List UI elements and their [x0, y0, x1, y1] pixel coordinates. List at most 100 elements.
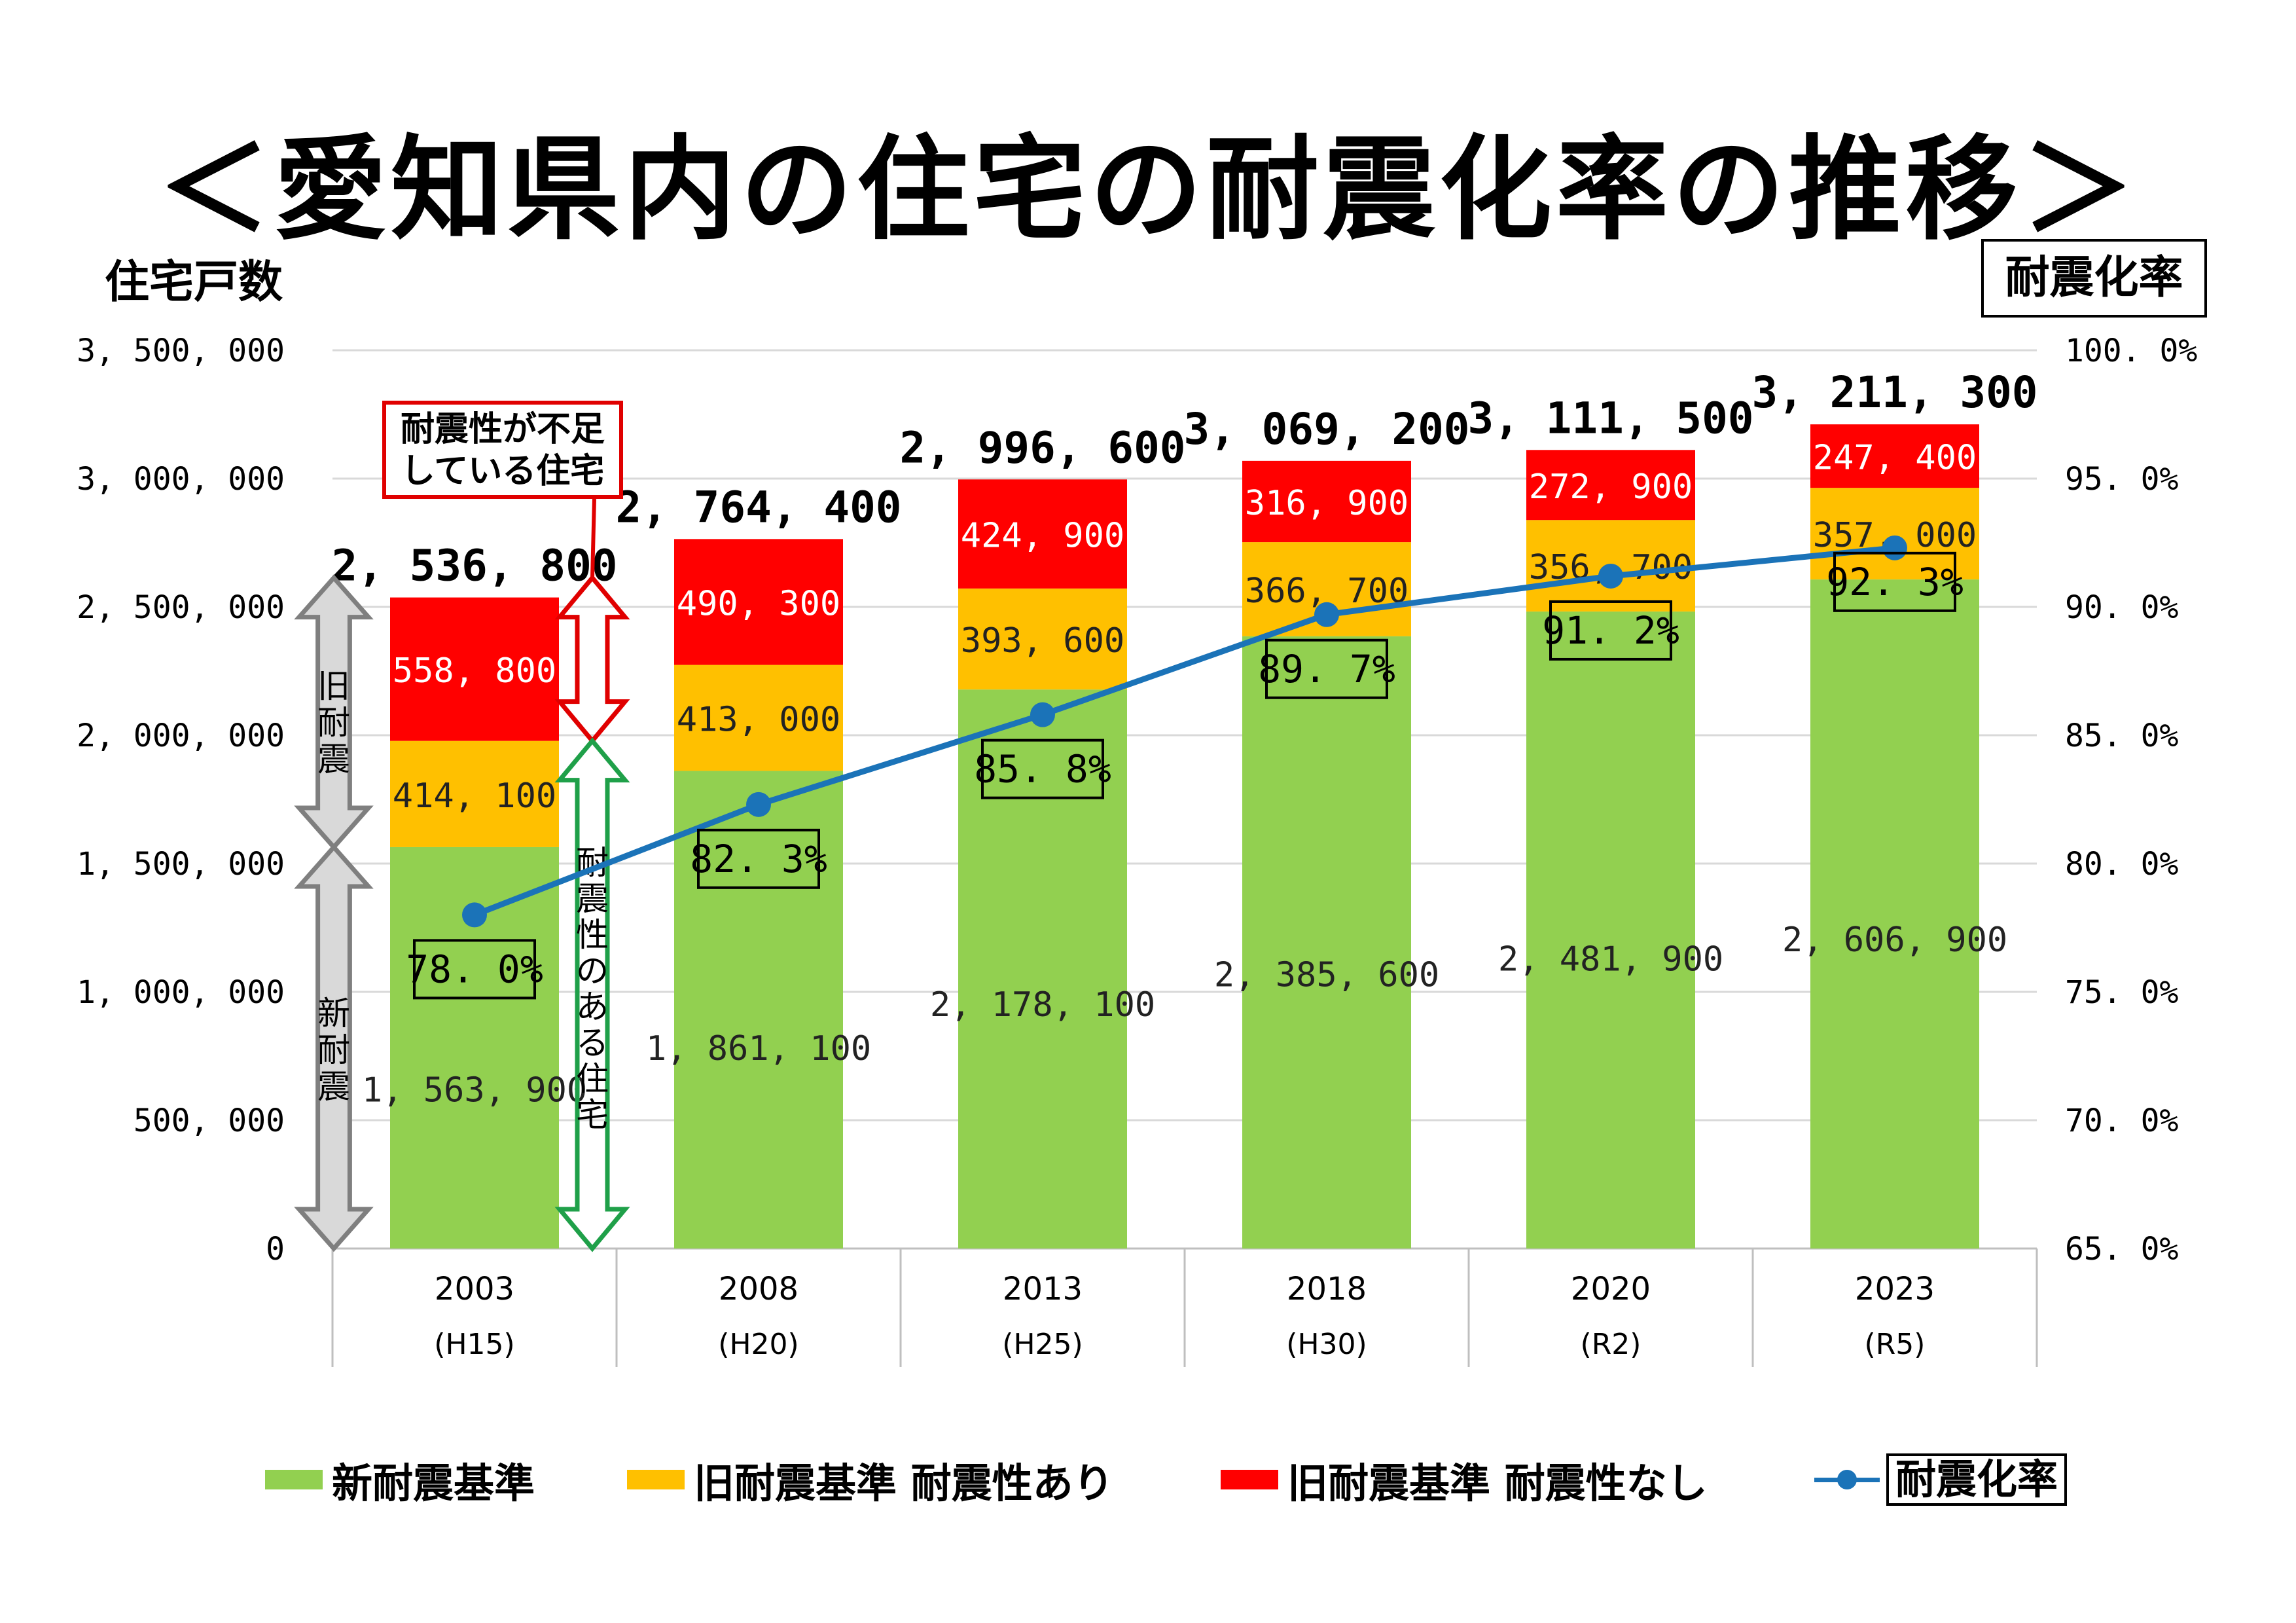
x-tick-label: 2003 [435, 1271, 514, 1307]
bar-segment-old-ng [1526, 450, 1695, 520]
x-tick-sublabel: (R2) [1581, 1328, 1641, 1361]
legend-label: 旧耐震基準 耐震性なし [1287, 1459, 1708, 1507]
y-right-tick-label: 65. 0% [2065, 1231, 2178, 1267]
y-left-tick-label: 0 [266, 1231, 285, 1267]
bar-total-label: 3, 069, 200 [1183, 404, 1469, 454]
y-left-tick-label: 3, 000, 000 [77, 461, 285, 498]
y-left-tick-label: 1, 500, 000 [77, 846, 285, 883]
label-new-standard: 新耐震 [317, 994, 350, 1106]
rate-label-box [1833, 551, 1956, 612]
bar-total-label: 3, 111, 500 [1467, 393, 1753, 443]
bar-total-label: 2, 536, 800 [331, 541, 617, 591]
legend-item-rate: 耐震化率 [1814, 1450, 2068, 1509]
arrow-insufficient [554, 574, 630, 745]
axis-frame [331, 1247, 2038, 1367]
arrow-seismic-ok [554, 737, 630, 1252]
legend-label: 新耐震基準 [332, 1459, 535, 1507]
rate-point [1030, 702, 1055, 727]
bar-value-label: 393, 600 [961, 621, 1124, 661]
rate-label-box [1265, 638, 1388, 699]
bar-value-label: 272, 900 [1529, 467, 1693, 507]
callout-line-1: 耐震性が不足 [400, 410, 605, 449]
bar-value-label: 1, 563, 900 [362, 1070, 587, 1110]
bar-segment-new [1242, 636, 1411, 1249]
x-tick-sublabel: (H30) [1286, 1328, 1367, 1361]
bar-segment-new [674, 771, 843, 1249]
legend-swatch-rate-line [1814, 1470, 1880, 1489]
bar-value-label: 2, 385, 600 [1214, 955, 1439, 994]
rate-point [746, 792, 771, 817]
y-left-tick-label: 2, 000, 000 [77, 718, 285, 754]
rate-line-layer: 78. 0% 82. 3% 85. 8% 89. 7% 91. 2% 92. 3% [406, 535, 1964, 1000]
bar-segment-old-ng [390, 597, 559, 741]
label-old-standard: 旧耐震 [317, 667, 350, 778]
y-right-tick-label: 85. 0% [2065, 718, 2178, 754]
rate-label-box [1549, 600, 1672, 661]
y-right-tick-label: 80. 0% [2065, 846, 2178, 883]
page-title: ＜愛知県内の住宅の耐震化率の推移＞ [158, 124, 2138, 255]
x-tick-sublabel: (H15) [434, 1328, 514, 1361]
bar-segment-old-ng [674, 539, 843, 665]
rate-point [1882, 535, 1907, 560]
y-left-tick-label: 1, 000, 000 [77, 974, 285, 1011]
bar-layer [390, 424, 1979, 1249]
legend-swatch-old-ok [627, 1470, 685, 1489]
y-left-tick-label: 2, 500, 000 [77, 589, 285, 626]
bar-segment-new [1526, 611, 1695, 1249]
bar-segment-new [1810, 579, 1979, 1249]
legend-label: 旧耐震基準 耐震性あり [694, 1459, 1114, 1507]
rate-point [462, 902, 487, 928]
rate-point [1314, 602, 1339, 627]
x-tick-label: 2023 [1855, 1271, 1935, 1307]
bar-value-label: 1, 861, 100 [646, 1029, 871, 1068]
legend-item-old-ng: 旧耐震基準 耐震性なし [1221, 1450, 1708, 1509]
bar-value-label: 490, 300 [677, 584, 840, 623]
x-tick-label: 2008 [719, 1271, 798, 1307]
bar-segment-old-ok [390, 740, 559, 847]
legend-swatch-old-ng [1221, 1470, 1278, 1489]
rate-label: 89. 7% [1258, 647, 1395, 691]
bar-value-label: 247, 400 [1813, 439, 1977, 478]
callout-line-2: している住宅 [401, 452, 605, 491]
bar-segment-old-ng [958, 479, 1127, 589]
legend-swatch-new [265, 1470, 323, 1489]
rate-label: 92. 3% [1826, 560, 1964, 604]
y-right-tick-label: 70. 0% [2065, 1103, 2178, 1139]
rate-label: 91. 2% [1542, 608, 1679, 653]
bar-value-label: 2, 178, 100 [930, 985, 1155, 1025]
bar-total-label: 2, 996, 600 [899, 422, 1185, 473]
callout-connector [590, 498, 596, 578]
bar-value-label: 413, 000 [677, 701, 840, 740]
bar-value-label: 558, 800 [393, 651, 556, 691]
rate-label: 82. 3% [690, 837, 827, 881]
bar-total-label: 3, 211, 300 [1751, 367, 2037, 418]
bar-total-label: 2, 764, 400 [615, 482, 901, 532]
bar-segment-old-ok [958, 588, 1127, 690]
bar-segment-old-ng [1242, 460, 1411, 543]
legend-item-new-standard: 新耐震基準 [265, 1450, 535, 1509]
callout-insufficient-housing: 耐震性が不足 している住宅 [382, 401, 623, 499]
rate-point [1598, 563, 1623, 589]
arrow-new-standard [294, 843, 374, 1252]
rate-label: 78. 0% [406, 947, 543, 991]
rate-line [473, 545, 1895, 918]
y-axis-left-title: 住宅戸数 [105, 257, 283, 308]
y-axis-right-title: 耐震化率 [1981, 239, 2207, 318]
legend-item-old-ok: 旧耐震基準 耐震性あり [627, 1450, 1114, 1509]
y-left-tick-label: 3, 500, 000 [77, 333, 285, 369]
bar-value-label: 414, 100 [393, 776, 556, 816]
rate-label-box [413, 939, 536, 1000]
x-tick-label: 2018 [1287, 1271, 1367, 1307]
tick-label-layer: 0 65. 0% 500, 000 70. 0% 1, 000, 000 75. 0% 1,… [77, 333, 2197, 1361]
bar-value-label: 316, 900 [1245, 484, 1408, 523]
bar-segment-old-ok [674, 665, 843, 771]
bar-value-label: 424, 900 [961, 517, 1124, 556]
label-seismic-ok: 耐震性のある住宅 [576, 844, 609, 1134]
bar-segment-old-ok [1810, 488, 1979, 580]
rate-label-box [697, 828, 820, 889]
y-right-tick-label: 75. 0% [2065, 974, 2178, 1011]
bar-label-layer: 1, 563, 900 414, 100 558, 800 2, 536, 800 1,… [331, 367, 2037, 1110]
y-left-tick-label: 500, 000 [134, 1103, 285, 1139]
